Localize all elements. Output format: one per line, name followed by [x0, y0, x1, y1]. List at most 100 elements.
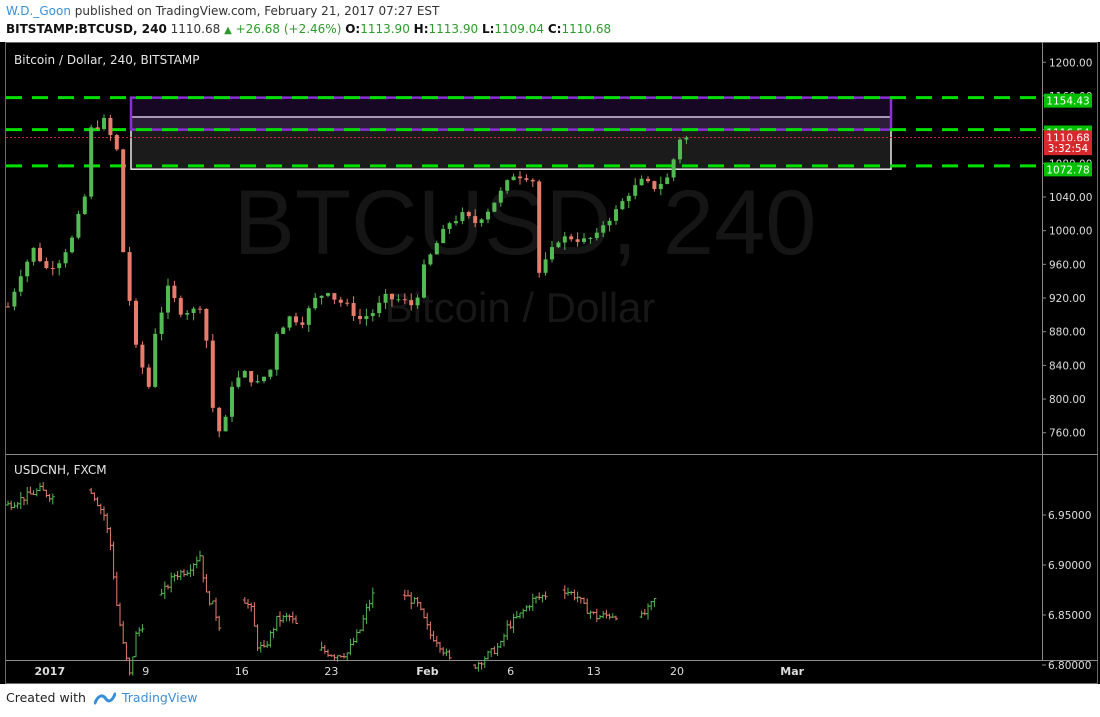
candle-body: [652, 181, 657, 190]
candle-body: [422, 264, 426, 298]
candle-body: [594, 232, 599, 238]
price-axis-label: 1000.00: [1049, 226, 1092, 238]
candle-body: [626, 195, 631, 202]
price-level-tag-label: 1072.78: [1046, 164, 1089, 176]
time-axis-label: 13: [587, 665, 601, 678]
created-with-text: Created with: [6, 690, 86, 705]
price-level-tag: [1044, 141, 1092, 156]
candle-body: [351, 303, 356, 316]
candle-body: [550, 247, 554, 260]
publish-info: published on TradingView.com, February 2…: [74, 4, 440, 18]
candle-body: [684, 137, 689, 140]
candle-body: [646, 178, 650, 182]
price-change: +26.68 (+2.46%): [235, 22, 342, 36]
resistance-zone-box: [129, 96, 893, 131]
candle-body: [409, 300, 414, 306]
candle-body: [134, 300, 138, 345]
low-value: 1109.04: [494, 22, 545, 36]
price-axis-label: 800.00: [1049, 394, 1086, 406]
candle-body: [255, 381, 260, 383]
up-triangle-icon: ▲: [224, 25, 232, 36]
candle-body: [402, 299, 407, 301]
candle-body: [191, 308, 196, 314]
candle-body: [319, 295, 324, 298]
candle-body: [537, 181, 542, 273]
candle-body: [127, 252, 132, 301]
range-zone-box: [130, 116, 892, 170]
candle-body: [665, 177, 670, 184]
candle-body: [121, 149, 126, 253]
candle-body: [447, 223, 452, 229]
candle-body: [383, 293, 388, 303]
footer: Created with TradingView: [6, 690, 198, 705]
candle-body: [569, 236, 574, 240]
candle-body: [505, 180, 510, 191]
candle-body: [306, 308, 311, 325]
candle-body: [159, 312, 164, 334]
candle-body: [614, 209, 618, 221]
time-axis-label: 2017: [34, 665, 65, 678]
candle-body: [31, 247, 36, 262]
indicator-axis-label: 6.85000: [1048, 610, 1091, 622]
candle-body: [114, 135, 119, 150]
candle-body: [210, 340, 215, 408]
candle-body: [185, 313, 190, 315]
candle-body: [524, 178, 529, 180]
candle-body: [140, 344, 145, 368]
candle-body: [18, 276, 23, 292]
candle-body: [44, 261, 49, 269]
candle-body: [588, 237, 593, 239]
candle-body: [466, 212, 471, 217]
open-label: O:: [345, 22, 361, 36]
candle-body: [236, 377, 241, 387]
tradingview-link[interactable]: TradingView: [121, 690, 198, 705]
candle-body: [326, 293, 330, 296]
publish-line: W.D._Goon published on TradingView.com, …: [6, 4, 439, 18]
candle-body: [671, 159, 676, 178]
last-price: 1110.68: [170, 22, 221, 36]
price-axis-label: 960.00: [1049, 259, 1086, 271]
chart-frame: [5, 42, 1098, 684]
price-level-tag: [1044, 130, 1092, 145]
candle-body: [146, 367, 151, 387]
close-value: 1110.68: [561, 22, 612, 36]
price-axis-label: 840.00: [1049, 360, 1086, 372]
time-axis-label: Feb: [416, 665, 439, 678]
time-axis-label: 20: [670, 665, 684, 678]
candle-body: [300, 322, 305, 325]
chart-watermark-subtitle: Bitcoin / Dollar: [385, 284, 656, 331]
price-axis-label: 920.00: [1049, 293, 1086, 305]
candle-body: [575, 239, 580, 242]
time-axis-label: 23: [324, 665, 338, 678]
candle-body: [377, 302, 382, 314]
candle-body: [601, 225, 606, 233]
candle-body: [166, 285, 170, 313]
candle-body: [479, 219, 484, 223]
candle-body: [562, 236, 567, 243]
author-link[interactable]: W.D._Goon: [6, 4, 71, 18]
candle-body: [358, 315, 362, 320]
candle-body: [25, 261, 30, 277]
candle-body: [153, 333, 158, 387]
indicator-axis-label: 6.90000: [1048, 560, 1091, 572]
time-axis-label: 16: [235, 665, 249, 678]
candle-body: [633, 185, 638, 196]
indicator-axis-label: 6.80000: [1048, 660, 1091, 672]
candle-body: [262, 376, 266, 382]
candle-body: [274, 333, 279, 370]
candle-body: [511, 176, 516, 181]
candle-body: [223, 416, 228, 432]
price-level-tag: [1044, 162, 1092, 177]
indicator-axis-label: 6.95000: [1048, 510, 1091, 522]
candle-body: [639, 178, 644, 186]
candle-body: [281, 327, 286, 334]
candle-body: [242, 371, 247, 378]
candle-body: [76, 213, 81, 238]
high-label: H:: [413, 22, 429, 36]
candle-body: [345, 302, 350, 304]
price-level-tag-label: 3:32:54: [1048, 143, 1089, 155]
candle-body: [658, 183, 663, 190]
candle-body: [390, 293, 394, 300]
chart-background: [0, 42, 1100, 684]
